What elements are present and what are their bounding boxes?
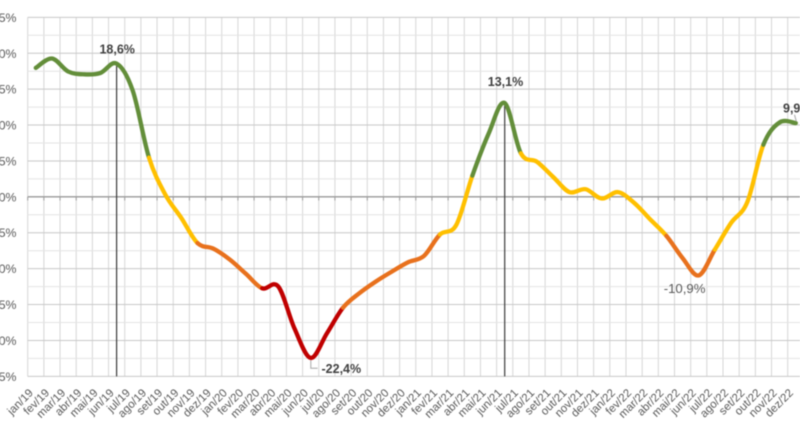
svg-text:25%: 25%: [0, 11, 17, 25]
svg-text:-10,9%: -10,9%: [664, 281, 706, 296]
svg-text:-10%: -10%: [0, 262, 17, 276]
svg-text:9,9%: 9,9%: [783, 101, 800, 115]
svg-text:-20%: -20%: [0, 334, 17, 348]
svg-text:-22,4%: -22,4%: [322, 362, 362, 376]
svg-text:15%: 15%: [0, 83, 17, 97]
svg-text:-15%: -15%: [0, 298, 17, 312]
svg-text:-25%: -25%: [0, 370, 17, 384]
svg-text:10%: 10%: [0, 119, 17, 133]
svg-text:-5%: -5%: [0, 226, 17, 240]
svg-text:18,6%: 18,6%: [99, 42, 134, 56]
svg-text:13,1%: 13,1%: [488, 75, 523, 89]
svg-text:0%: 0%: [0, 190, 17, 204]
svg-text:5%: 5%: [0, 154, 17, 168]
svg-text:20%: 20%: [0, 47, 17, 61]
